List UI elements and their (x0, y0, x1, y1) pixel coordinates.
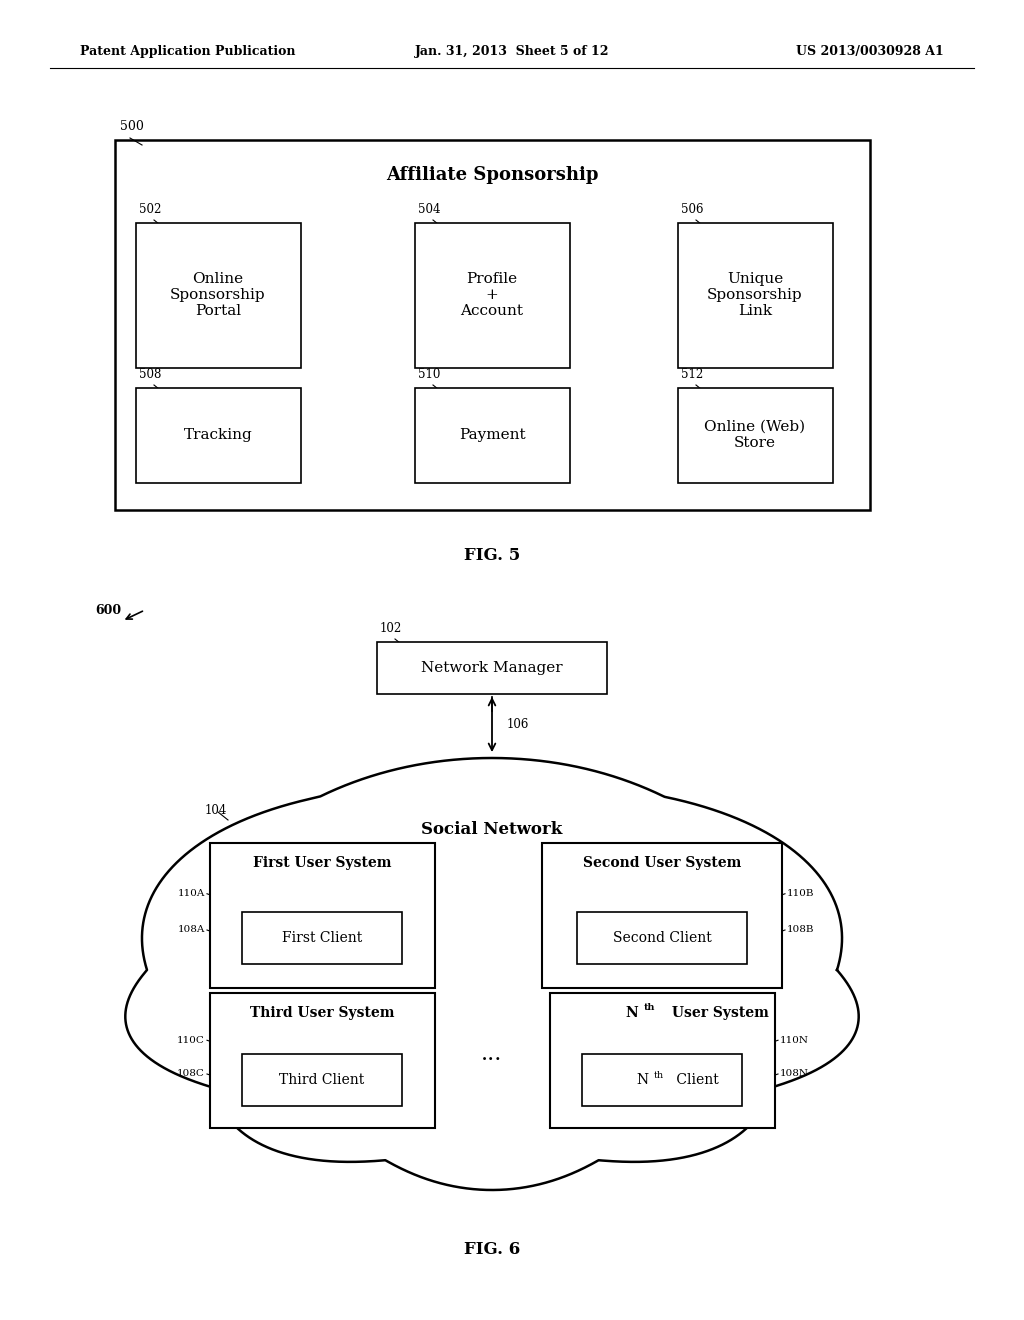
Text: FIG. 5: FIG. 5 (464, 546, 520, 564)
Text: 108B: 108B (787, 925, 814, 935)
Text: Client: Client (672, 1073, 719, 1086)
Polygon shape (136, 388, 301, 483)
Text: Jan. 31, 2013  Sheet 5 of 12: Jan. 31, 2013 Sheet 5 of 12 (415, 45, 609, 58)
Text: 504: 504 (418, 203, 440, 216)
Text: Patent Application Publication: Patent Application Publication (80, 45, 296, 58)
Text: 506: 506 (681, 203, 703, 216)
Text: First User System: First User System (253, 855, 391, 870)
Text: Tracking: Tracking (183, 428, 252, 442)
Text: 110B: 110B (787, 890, 814, 898)
Text: Online (Web)
Store: Online (Web) Store (705, 420, 806, 450)
Text: Third Client: Third Client (280, 1073, 365, 1086)
Text: 110C: 110C (177, 1036, 205, 1044)
Text: Unique
Sponsorship
Link: Unique Sponsorship Link (708, 272, 803, 318)
Text: 500: 500 (120, 120, 144, 133)
Text: 512: 512 (681, 368, 703, 381)
Text: Second Client: Second Client (612, 931, 712, 945)
Text: 108N: 108N (780, 1069, 809, 1078)
Text: 502: 502 (139, 203, 162, 216)
Polygon shape (125, 758, 859, 1191)
Text: First Client: First Client (282, 931, 362, 945)
Text: US 2013/0030928 A1: US 2013/0030928 A1 (797, 45, 944, 58)
Text: 102: 102 (380, 622, 402, 635)
Text: Social Network: Social Network (421, 821, 562, 838)
Polygon shape (242, 1053, 402, 1106)
Text: th: th (654, 1071, 665, 1080)
Text: User System: User System (667, 1006, 769, 1020)
Polygon shape (415, 388, 570, 483)
Text: N: N (626, 1006, 638, 1020)
Polygon shape (415, 223, 570, 368)
Text: 110N: 110N (780, 1036, 809, 1044)
Text: 106: 106 (507, 718, 529, 731)
Text: ···: ··· (481, 1049, 503, 1071)
Polygon shape (136, 223, 301, 368)
Text: Second User System: Second User System (583, 855, 741, 870)
Text: FIG. 6: FIG. 6 (464, 1242, 520, 1258)
Text: th: th (644, 1003, 655, 1012)
Text: 110A: 110A (177, 890, 205, 898)
Polygon shape (577, 912, 746, 964)
Text: 600: 600 (95, 603, 121, 616)
Text: N: N (636, 1073, 648, 1086)
Polygon shape (678, 223, 833, 368)
Polygon shape (678, 388, 833, 483)
Text: Profile
+
Account: Profile + Account (461, 272, 523, 318)
Text: 508: 508 (139, 368, 162, 381)
Text: 510: 510 (418, 368, 440, 381)
Text: Online
Sponsorship
Portal: Online Sponsorship Portal (170, 272, 266, 318)
Text: Third User System: Third User System (250, 1006, 394, 1020)
Text: 108C: 108C (177, 1069, 205, 1078)
Polygon shape (542, 843, 782, 987)
Polygon shape (377, 642, 607, 694)
Polygon shape (242, 912, 402, 964)
Text: 104: 104 (205, 804, 227, 817)
Text: Network Manager: Network Manager (421, 661, 563, 675)
Polygon shape (550, 993, 775, 1129)
Polygon shape (210, 843, 435, 987)
Polygon shape (210, 993, 435, 1129)
Polygon shape (582, 1053, 742, 1106)
Text: Affiliate Sponsorship: Affiliate Sponsorship (386, 166, 598, 183)
Text: 108A: 108A (177, 925, 205, 935)
Text: Payment: Payment (459, 428, 525, 442)
